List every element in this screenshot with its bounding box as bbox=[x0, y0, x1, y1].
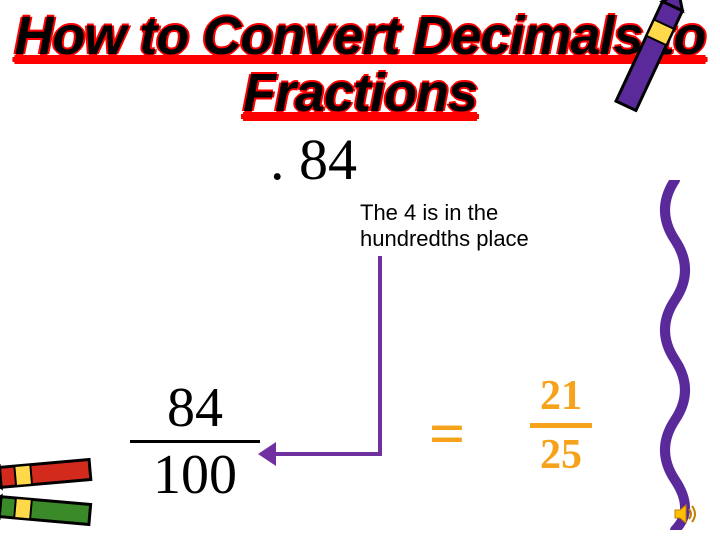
callout-line2: hundredths place bbox=[360, 226, 529, 251]
fraction-simplified-numerator: 21 bbox=[530, 375, 592, 417]
fraction-original: 84 100 bbox=[130, 380, 260, 503]
arrow-vertical bbox=[378, 256, 382, 456]
sound-icon bbox=[672, 500, 700, 528]
equals-sign: = bbox=[430, 400, 464, 469]
fraction-bar bbox=[530, 423, 592, 428]
callout-text: The 4 is in the hundredths place bbox=[360, 200, 580, 253]
fraction-simplified-denominator: 25 bbox=[530, 434, 592, 476]
callout-line1: The 4 is in the bbox=[360, 200, 498, 225]
fraction-bar bbox=[130, 440, 260, 443]
squiggle-decoration bbox=[650, 180, 700, 530]
crayon-icon bbox=[600, 0, 690, 140]
fraction-original-numerator: 84 bbox=[130, 380, 260, 436]
crayon-icon bbox=[0, 483, 105, 538]
fraction-simplified: 21 25 bbox=[530, 375, 592, 476]
arrow-horizontal bbox=[268, 452, 382, 456]
decimal-value: . 84 bbox=[270, 126, 357, 193]
arrow-head bbox=[258, 442, 276, 466]
fraction-original-denominator: 100 bbox=[130, 447, 260, 503]
